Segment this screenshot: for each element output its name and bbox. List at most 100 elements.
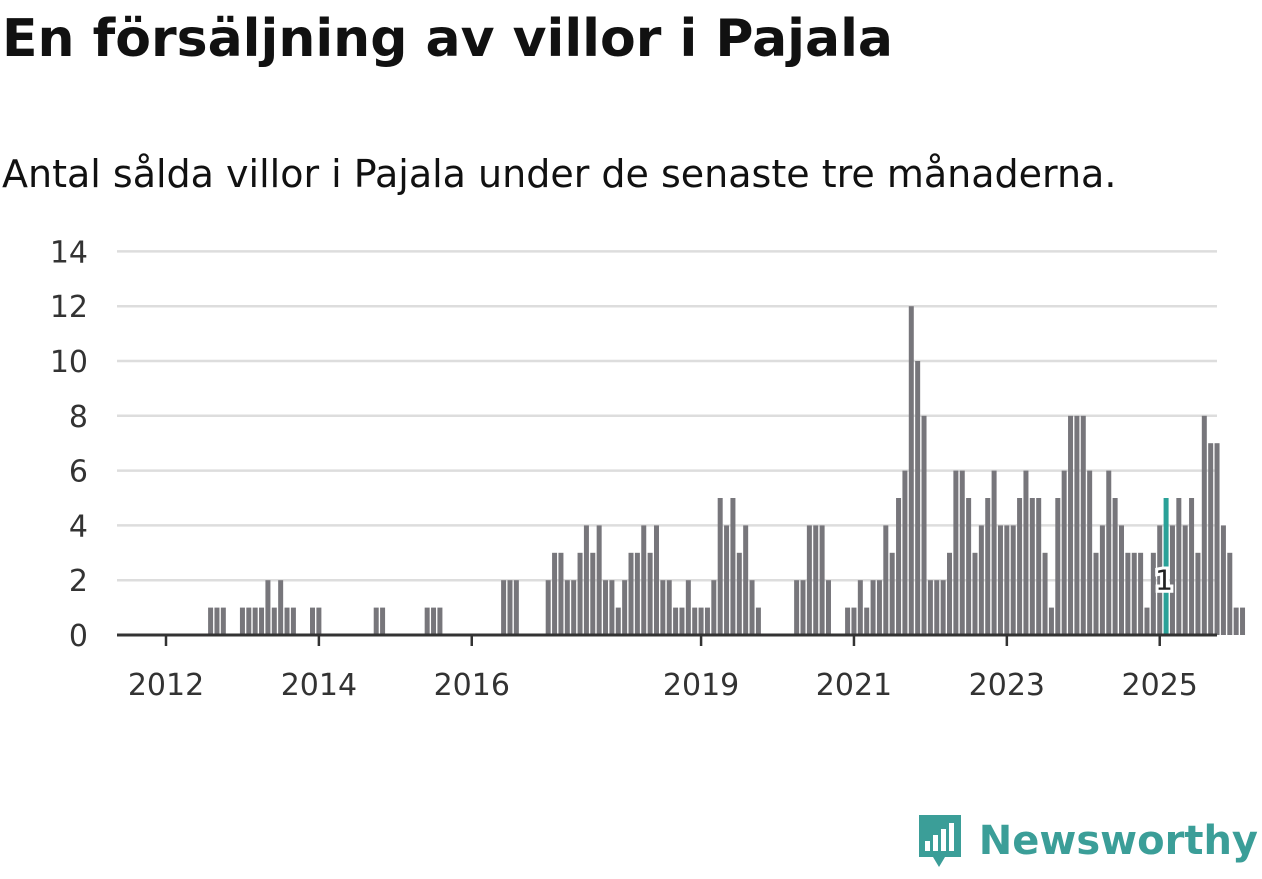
bar	[431, 607, 437, 635]
bar	[921, 415, 927, 635]
bar	[564, 580, 570, 635]
bar	[1029, 498, 1035, 635]
bar	[794, 580, 800, 635]
bar	[1087, 470, 1093, 635]
bar	[271, 607, 277, 635]
y-tick-label: 14	[50, 235, 88, 270]
bar	[1220, 525, 1226, 635]
bar	[864, 607, 870, 635]
data-labels: 1	[1152, 561, 1176, 600]
bar	[641, 525, 647, 635]
bar	[1023, 470, 1029, 635]
bar	[972, 552, 978, 635]
bar	[1004, 525, 1010, 635]
bar	[634, 552, 640, 635]
bar	[265, 580, 271, 635]
y-tick-label: 10	[50, 345, 88, 380]
bar	[558, 552, 564, 635]
bar	[1125, 552, 1131, 635]
bar	[653, 525, 659, 635]
y-tick-label: 0	[69, 619, 88, 654]
bar	[755, 607, 761, 635]
bar	[1131, 552, 1137, 635]
bar	[1036, 498, 1042, 635]
bar	[1150, 552, 1156, 635]
bar	[934, 580, 940, 635]
bar	[978, 525, 984, 635]
chart-subtitle: Antal sålda villor i Pajala under de sen…	[2, 152, 1117, 196]
x-tick-label: 2019	[663, 668, 739, 703]
y-axis: 0 2 4 6 8 10 12 14	[50, 235, 88, 654]
x-tick-label: 2016	[434, 668, 510, 703]
y-tick-label: 2	[69, 564, 88, 599]
bar	[673, 607, 679, 635]
bar	[896, 498, 902, 635]
bar	[679, 607, 685, 635]
bar	[991, 470, 997, 635]
bar	[660, 580, 666, 635]
bar	[724, 525, 730, 635]
x-tick-label: 2012	[128, 668, 204, 703]
y-tick-label: 6	[69, 455, 88, 490]
bar	[889, 552, 895, 635]
bar	[373, 607, 379, 635]
bar	[437, 607, 443, 635]
bar	[813, 525, 819, 635]
bar	[1093, 552, 1099, 635]
bar	[825, 580, 831, 635]
x-axis: 2012 2014 2016 2019 2021 2023 2025	[117, 633, 1217, 703]
bar	[851, 607, 857, 635]
bar	[622, 580, 628, 635]
bar	[220, 607, 226, 635]
bar	[284, 607, 290, 635]
x-tick-label: 2014	[281, 668, 357, 703]
bar	[997, 525, 1003, 635]
bar	[666, 580, 672, 635]
bar	[1240, 607, 1246, 635]
bar	[380, 607, 386, 635]
bar	[552, 552, 558, 635]
bar	[590, 552, 596, 635]
bar	[698, 607, 704, 635]
bar	[704, 607, 710, 635]
bar	[252, 607, 258, 635]
bar	[1119, 525, 1124, 635]
bar	[1189, 498, 1195, 635]
bar	[1080, 415, 1086, 635]
bar	[1182, 525, 1188, 635]
bar	[908, 306, 914, 635]
bar	[583, 525, 589, 635]
x-tick-label: 2021	[816, 668, 892, 703]
bar	[513, 580, 519, 635]
bar	[1048, 607, 1054, 635]
bar	[692, 607, 698, 635]
bars	[208, 306, 1246, 635]
bar	[545, 580, 551, 635]
bar	[310, 607, 316, 635]
bar	[985, 498, 991, 635]
bar	[1010, 525, 1016, 635]
bar	[876, 580, 882, 635]
bar	[1106, 470, 1112, 635]
bar	[749, 580, 755, 635]
bar	[927, 580, 933, 635]
highlight-bar	[1163, 498, 1169, 635]
bar	[959, 470, 965, 635]
bar	[736, 552, 742, 635]
y-tick-label: 12	[50, 290, 88, 325]
bar	[711, 580, 717, 635]
bar	[1214, 443, 1220, 635]
x-tick-label: 2023	[969, 668, 1045, 703]
bar	[278, 580, 284, 635]
bar	[953, 470, 959, 635]
bar	[1074, 415, 1080, 635]
bar	[845, 607, 851, 635]
bar	[717, 498, 723, 635]
bar-chart-speech-bubble-icon	[918, 815, 961, 867]
bar	[246, 607, 252, 635]
bar	[1061, 470, 1067, 635]
bar	[1017, 498, 1023, 635]
bar	[259, 607, 265, 635]
bar	[214, 607, 220, 635]
